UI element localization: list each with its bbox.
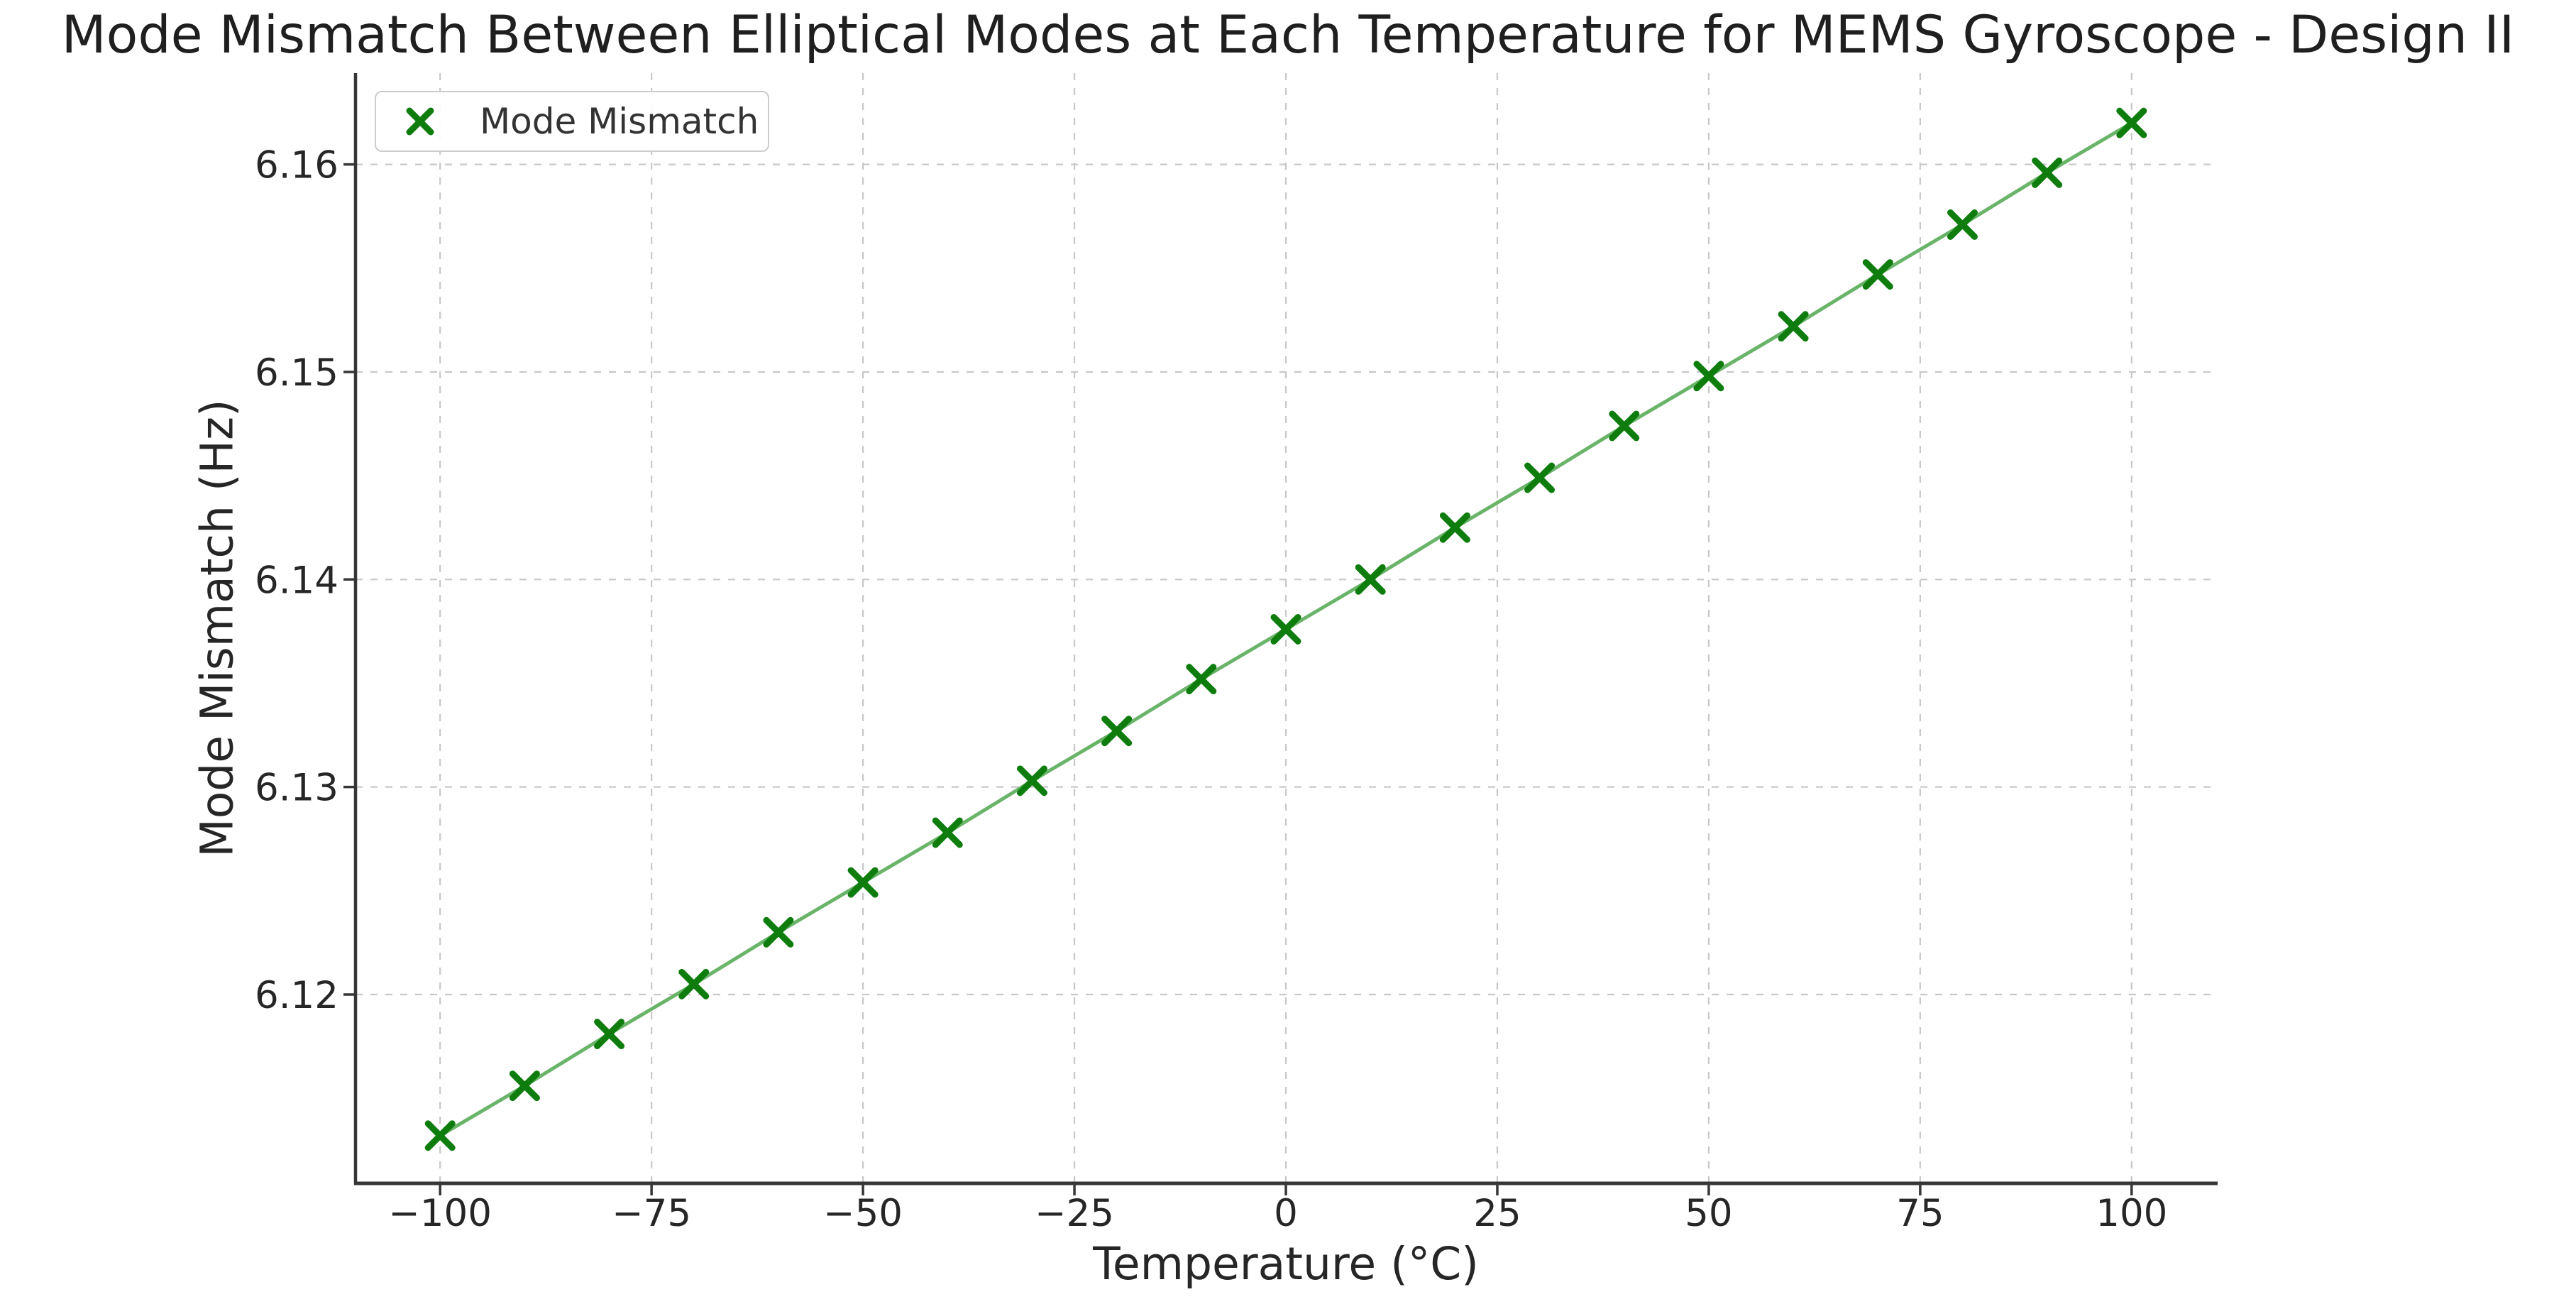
marker-stroke bbox=[1524, 462, 1556, 493]
marker-stroke bbox=[1270, 613, 1301, 645]
data-point-x-marker bbox=[424, 1120, 456, 1151]
x-tick-label: −50 bbox=[823, 1192, 903, 1235]
data-point-x-marker bbox=[1609, 410, 1640, 442]
chart-title: Mode Mismatch Between Elliptical Modes a… bbox=[61, 5, 2515, 65]
data-point-x-marker bbox=[932, 817, 963, 848]
marker-stroke bbox=[1778, 311, 1809, 342]
legend-label: Mode Mismatch bbox=[480, 101, 759, 142]
data-point-x-marker bbox=[1524, 462, 1556, 493]
data-point-x-marker bbox=[1186, 664, 1217, 695]
x-tick-label: 0 bbox=[1274, 1192, 1298, 1235]
legend: Mode Mismatch bbox=[375, 91, 769, 152]
marker-stroke bbox=[1439, 512, 1470, 543]
marker-stroke bbox=[1609, 410, 1640, 442]
x-tick-label: 75 bbox=[1896, 1192, 1944, 1235]
data-point-x-marker bbox=[1270, 613, 1301, 645]
x-tick-label: 50 bbox=[1685, 1192, 1732, 1235]
data-point-x-marker bbox=[594, 1019, 625, 1050]
marker-stroke bbox=[2032, 157, 2063, 188]
x-axis: −100 −75 −50 −25 0 25 50 75 100 bbox=[388, 1183, 2167, 1235]
data-point-x-marker bbox=[1693, 361, 1724, 392]
y-tick-label: 6.12 bbox=[255, 974, 338, 1017]
data-point-x-marker bbox=[2116, 107, 2147, 138]
marker-stroke bbox=[424, 1120, 456, 1151]
data-point-x-marker bbox=[1778, 311, 1809, 342]
x-tick-label: 25 bbox=[1473, 1192, 1521, 1235]
data-point-x-marker bbox=[509, 1070, 540, 1102]
data-point-x-marker bbox=[1355, 564, 1386, 595]
y-tick-label: 6.14 bbox=[255, 559, 338, 602]
marker-stroke bbox=[1355, 564, 1386, 595]
y-axis: 6.12 6.13 6.14 6.15 6.16 bbox=[255, 144, 356, 1017]
marker-stroke bbox=[1186, 664, 1217, 695]
data-point-x-marker bbox=[847, 867, 879, 898]
data-point-x-marker bbox=[678, 968, 710, 999]
marker-stroke bbox=[1693, 361, 1724, 392]
data-point-x-marker bbox=[1101, 716, 1133, 747]
x-axis-label: Temperature (°C) bbox=[1093, 1238, 1479, 1290]
marker-stroke bbox=[932, 817, 963, 848]
marker-stroke bbox=[763, 916, 794, 948]
marker-stroke bbox=[2116, 107, 2147, 138]
x-tick-label: −100 bbox=[388, 1192, 492, 1235]
marker-stroke bbox=[1862, 259, 1893, 290]
y-tick-label: 6.15 bbox=[255, 351, 338, 395]
y-axis-label: Mode Mismatch (Hz) bbox=[191, 399, 243, 858]
x-tick-label: 100 bbox=[2096, 1192, 2167, 1235]
data-point-x-marker bbox=[763, 916, 794, 948]
marker-stroke bbox=[1101, 716, 1133, 747]
marker-stroke bbox=[847, 867, 879, 898]
marker-stroke bbox=[1947, 209, 1978, 240]
x-tick-label: −25 bbox=[1035, 1192, 1114, 1235]
x-marker-icon bbox=[406, 107, 434, 136]
data-point-x-marker bbox=[1862, 259, 1893, 290]
marker-stroke bbox=[1016, 765, 1047, 796]
data-point-x-marker bbox=[1439, 512, 1470, 543]
y-tick-label: 6.13 bbox=[255, 767, 338, 810]
data-point-x-marker bbox=[2032, 157, 2063, 188]
data-point-x-marker bbox=[1016, 765, 1047, 796]
marker-stroke bbox=[594, 1019, 625, 1050]
marker-stroke bbox=[678, 968, 710, 999]
data-series bbox=[424, 107, 2147, 1151]
x-tick-label: −75 bbox=[612, 1192, 691, 1235]
data-point-x-marker bbox=[1947, 209, 1978, 240]
marker-stroke bbox=[509, 1070, 540, 1102]
y-tick-label: 6.16 bbox=[255, 144, 338, 187]
